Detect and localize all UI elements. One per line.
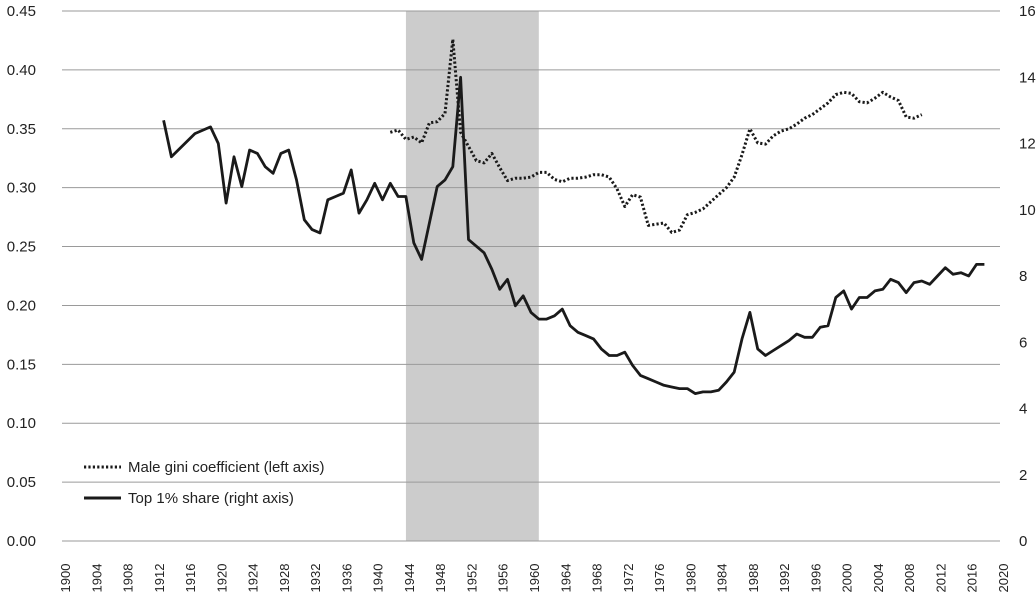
y-left-tick-label: 0.30 xyxy=(7,180,36,197)
x-tick-label: 1924 xyxy=(246,564,261,593)
x-tick-label: 2020 xyxy=(996,564,1011,593)
y-left-tick-label: 0.10 xyxy=(7,415,36,432)
y-left-tick-label: 0.25 xyxy=(7,239,36,256)
y-right-tick-label: 8 xyxy=(1019,268,1027,285)
y-right-tick-label: 10 xyxy=(1019,202,1036,219)
x-tick-label: 1976 xyxy=(652,564,667,593)
x-tick-label: 1944 xyxy=(402,564,417,593)
x-tick-label: 2000 xyxy=(840,564,855,593)
x-tick-label: 1916 xyxy=(183,564,198,593)
x-tick-label: 2008 xyxy=(902,564,917,593)
y-right-tick-label: 4 xyxy=(1019,401,1027,418)
y-right-tick-label: 2 xyxy=(1019,467,1027,484)
x-tick-label: 1900 xyxy=(58,564,73,593)
x-tick-label: 1936 xyxy=(339,564,354,593)
y-left-tick-label: 0.20 xyxy=(7,297,36,314)
x-tick-label: 2016 xyxy=(965,564,980,593)
x-tick-label: 1996 xyxy=(808,564,823,593)
x-tick-label: 1956 xyxy=(496,564,511,593)
y-left-tick-label: 0.35 xyxy=(7,121,36,138)
y-left-tick-label: 0.00 xyxy=(7,533,36,550)
x-tick-label: 2012 xyxy=(933,564,948,593)
x-tick-label: 1960 xyxy=(527,564,542,593)
x-tick-label: 1948 xyxy=(433,564,448,593)
y-right-tick-label: 6 xyxy=(1019,334,1027,351)
y-right-tick-label: 14 xyxy=(1019,69,1036,86)
y-right-tick-label: 16 xyxy=(1019,3,1036,20)
x-tick-label: 1940 xyxy=(371,564,386,593)
series-line-top1-share xyxy=(162,75,985,395)
x-tick-label: 1932 xyxy=(308,564,323,593)
x-tick-label: 1908 xyxy=(121,564,136,593)
x-tick-label: 1984 xyxy=(715,564,730,593)
x-tick-label: 1980 xyxy=(683,564,698,593)
x-tick-label: 1920 xyxy=(214,564,229,593)
y-left-tick-label: 0.45 xyxy=(7,3,36,20)
x-tick-label: 1988 xyxy=(746,564,761,593)
x-tick-label: 1992 xyxy=(777,564,792,593)
series-line-male-gini xyxy=(389,37,923,234)
y-right-tick-label: 0 xyxy=(1019,533,1027,550)
x-tick-label: 2004 xyxy=(871,564,886,593)
y-right-tick-label: 12 xyxy=(1019,136,1036,153)
y-left-tick-label: 0.15 xyxy=(7,356,36,373)
y-left-tick-label: 0.40 xyxy=(7,62,36,79)
x-tick-label: 1912 xyxy=(152,564,167,593)
x-tick-label: 1952 xyxy=(464,564,479,593)
legend-label-male-gini: Male gini coefficient (left axis) xyxy=(128,459,324,476)
x-tick-label: 1968 xyxy=(590,564,605,593)
x-tick-label: 1904 xyxy=(89,564,104,593)
x-tick-label: 1964 xyxy=(558,564,573,593)
x-tick-label: 1928 xyxy=(277,564,292,593)
x-tick-label: 1972 xyxy=(621,564,636,593)
legend-label-top1-share: Top 1% share (right axis) xyxy=(128,490,294,507)
y-left-tick-label: 0.05 xyxy=(7,474,36,491)
shaded-region xyxy=(405,11,539,541)
